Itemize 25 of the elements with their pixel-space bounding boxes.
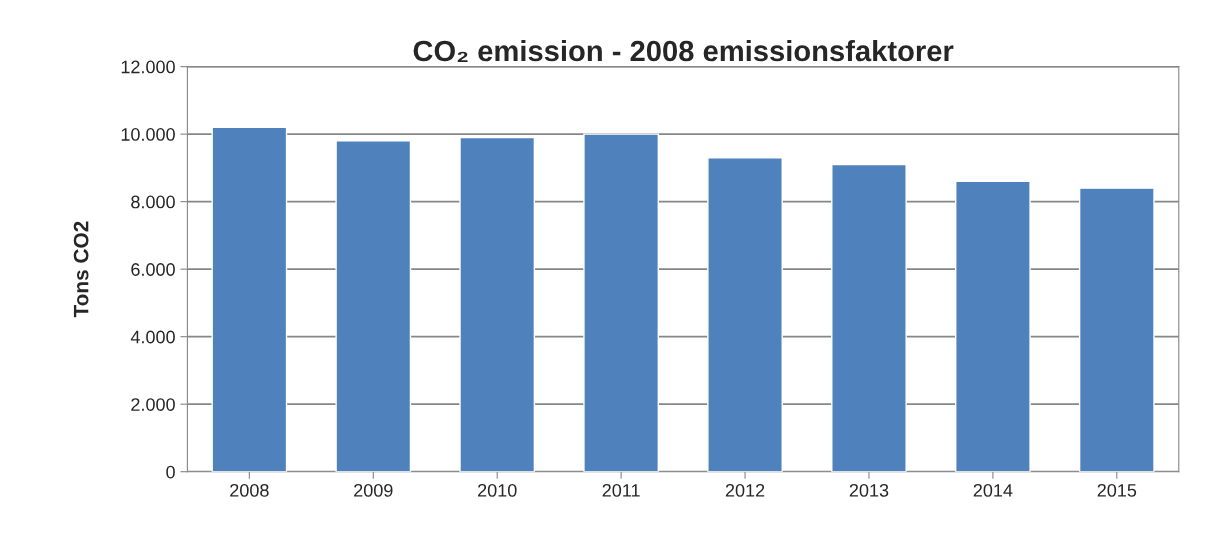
bar xyxy=(211,126,288,472)
x-tick-label: 2014 xyxy=(973,483,1013,497)
x-tick-label: 2008 xyxy=(230,483,269,497)
bar xyxy=(1078,187,1155,472)
chart-title: CO₂ emission - 2008 emissionsfaktorer xyxy=(413,39,954,62)
bar xyxy=(707,157,783,472)
x-tick-label: 2015 xyxy=(1097,483,1137,497)
y-tick-label: 2.000 xyxy=(131,398,175,411)
x-tick-label: 2010 xyxy=(478,483,517,497)
bar xyxy=(335,140,412,472)
bar xyxy=(831,163,907,472)
bar xyxy=(955,180,1031,472)
y-tick-label: 0 xyxy=(166,465,175,479)
y-tick-label: 4.000 xyxy=(130,330,175,344)
x-tick-label: 2013 xyxy=(849,483,889,497)
y-tick-label: 12.000 xyxy=(121,60,175,74)
bar xyxy=(583,133,659,472)
x-tick-label: 2009 xyxy=(354,483,393,497)
y-tick-label: 8.000 xyxy=(131,195,175,209)
x-tick-label: 2011 xyxy=(602,483,640,497)
bar xyxy=(459,136,536,472)
y-tick-label: 10.000 xyxy=(121,128,175,141)
x-tick-label: 2012 xyxy=(725,483,765,497)
y-tick-label: 6.000 xyxy=(131,263,175,276)
y-axis-title: Tons CO2 xyxy=(73,221,89,318)
